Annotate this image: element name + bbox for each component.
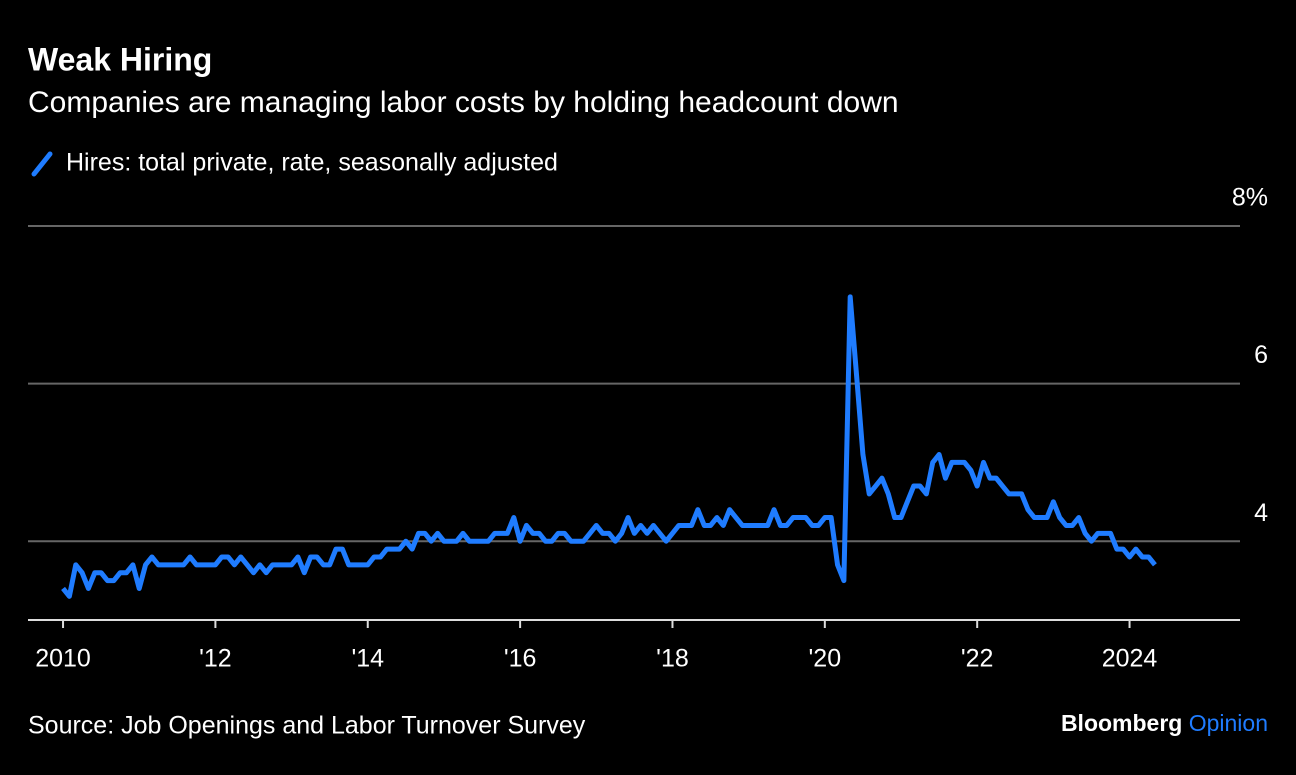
y-tick-label: 8% <box>1232 184 1268 212</box>
data-line <box>61 294 1157 599</box>
y-tick-label: 4 <box>1254 499 1268 527</box>
x-tick-label: '20 <box>809 645 842 673</box>
brand: Bloomberg Opinion <box>1061 710 1268 736</box>
brand-name: Bloomberg <box>1061 710 1182 736</box>
legend-swatch <box>31 151 53 177</box>
brand-suffix: Opinion <box>1189 710 1268 736</box>
y-tick-label: 6 <box>1254 341 1268 369</box>
x-tick-label: '12 <box>199 645 232 673</box>
x-tick-label: 2024 <box>1102 645 1158 673</box>
x-tick-label: 2010 <box>35 645 91 673</box>
source: Source: Job Openings and Labor Turnover … <box>28 712 586 740</box>
x-tick-label: '22 <box>961 645 994 673</box>
chart-subtitle: Companies are managing labor costs by ho… <box>28 86 899 119</box>
chart-title: Weak Hiring <box>28 41 212 77</box>
legend-label: Hires: total private, rate, seasonally a… <box>66 149 558 177</box>
x-tick-label: '14 <box>351 645 384 673</box>
x-tick-label: '16 <box>504 645 537 673</box>
x-tick-label: '18 <box>656 645 689 673</box>
